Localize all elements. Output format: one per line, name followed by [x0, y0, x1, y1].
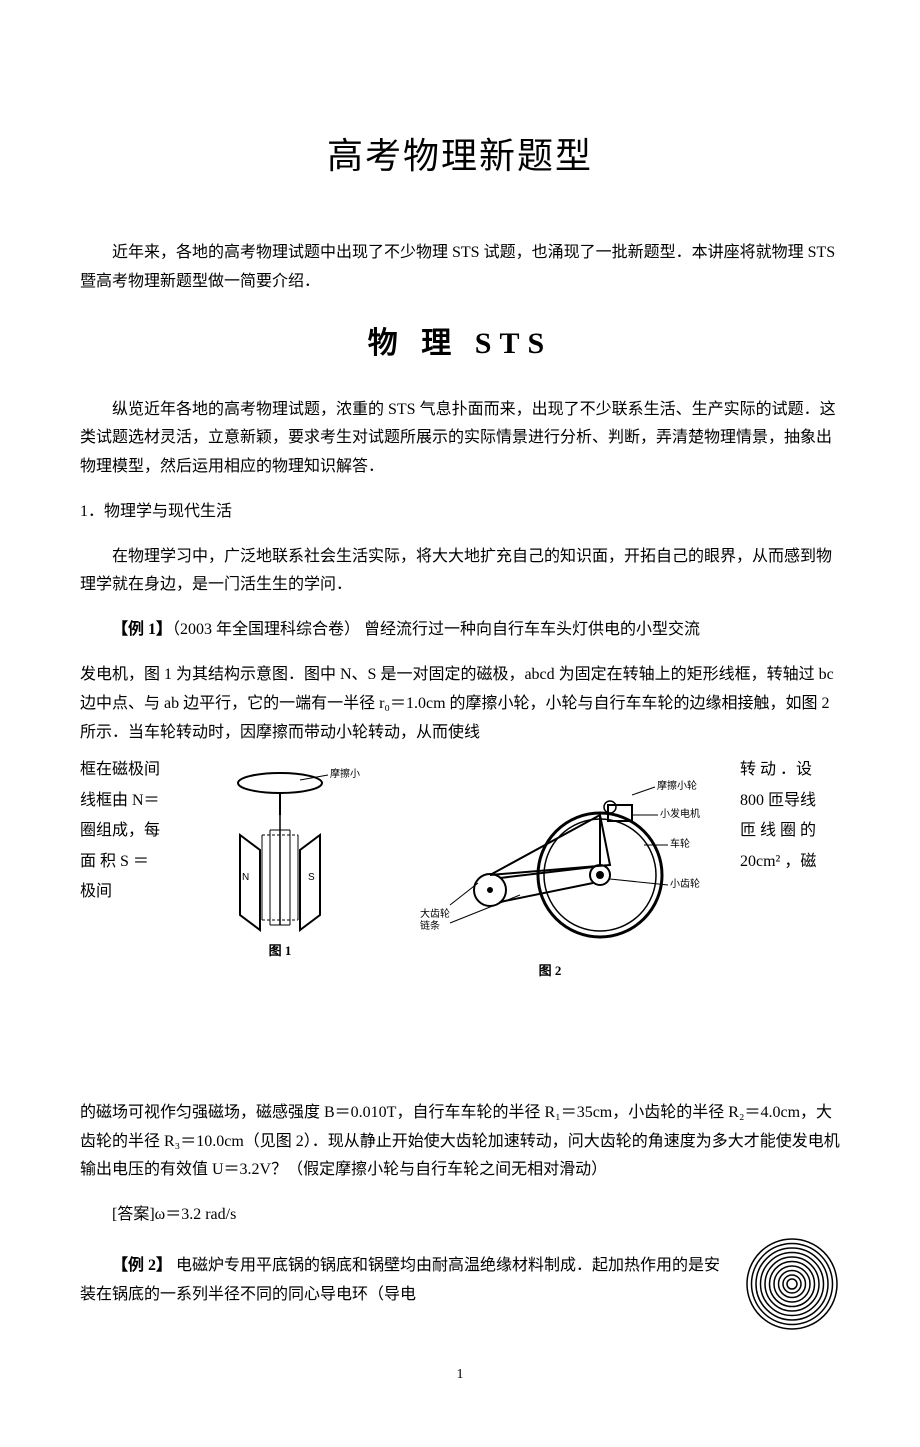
figure1-N-label: N	[242, 872, 249, 883]
example1-lead-text: 曾经流行过一种向自行车车头灯供电的小型交流	[360, 621, 700, 638]
figure2-small-gear-label: 小齿轮	[670, 877, 700, 890]
example1-body-bottom: 的磁场可视作匀强磁场，磁感强度 B＝0.010T，自行车车轮的半径 R₁＝35c…	[80, 1099, 840, 1185]
figure2-chain-label: 链条	[420, 919, 440, 932]
example1-body-top: 发电机，图 1 为其结构示意图．图中 N、S 是一对固定的磁极，abcd 为固定…	[80, 661, 840, 747]
example1-answer-value: ω＝3.2 rad/s	[155, 1206, 237, 1223]
figure2-big-gear-label: 大齿轮	[420, 907, 450, 920]
figure-2-svg: 摩擦小轮 小发电机 车轮 小齿轮 大齿轮 链条	[400, 765, 700, 955]
figure2-friction-wheel-label: 摩擦小轮	[657, 779, 697, 792]
page-number: 1	[80, 1362, 840, 1387]
example2-block: 【例 2】 电磁炉专用平底锅的锅底和锅壁均由耐高温绝缘材料制成．起加热作用的是安…	[80, 1236, 840, 1332]
example2-label: 【例 2】	[112, 1257, 172, 1274]
figure2-generator-label: 小发电机	[660, 807, 700, 820]
section-title-sts: 物 理 STS	[80, 317, 840, 371]
wrap-right-line: 20cm² ，磁	[740, 847, 840, 877]
example1-answer: [答案]ω＝3.2 rad/s	[80, 1201, 840, 1230]
figure-3-svg	[744, 1236, 840, 1332]
figure-1-caption: 图 1	[200, 939, 360, 962]
subheading-1: 1．物理学与现代生活	[80, 498, 840, 527]
figure2-wheel-label: 车轮	[670, 837, 690, 850]
wrap-left-text: 框在磁极间 线框由 N＝ 圈组成，每 面 积 S ＝ 极间	[80, 755, 160, 907]
figure-1-svg: N S 摩擦小轮	[200, 765, 360, 935]
figure-2-caption: 图 2	[400, 959, 700, 982]
wrap-right-line: 800 匝导线	[740, 786, 840, 816]
main-title: 高考物理新题型	[80, 124, 840, 189]
wrap-left-line: 框在磁极间	[80, 755, 160, 785]
figure-2: 摩擦小轮 小发电机 车轮 小齿轮 大齿轮 链条 图 2	[400, 765, 700, 982]
wrap-right-line: 匝 线 圈 的	[740, 816, 840, 846]
sts-intro-paragraph: 纵览近年各地的高考物理试题，浓重的 STS 气息扑面而来，出现了不少联系生活、生…	[80, 396, 840, 482]
wrap-left-line: 圈组成，每	[80, 816, 160, 846]
wrap-left-line: 极间	[80, 877, 160, 907]
example1-answer-label: [答案]	[112, 1206, 155, 1223]
wrap-left-line: 面 积 S ＝	[80, 847, 160, 877]
example1-lead: 【例 1】（2003 年全国理科综合卷） 曾经流行过一种向自行车车头灯供电的小型…	[80, 616, 840, 645]
figure1-S-label: S	[308, 872, 315, 883]
example1-label: 【例 1】	[112, 621, 172, 638]
wrap-right-line: 转 动 ．设	[740, 755, 840, 785]
figure-1: N S 摩擦小轮 图 1	[200, 765, 360, 962]
example2-body: 电磁炉专用平底锅的锅底和锅壁均由耐高温绝缘材料制成．起加热作用的是安装在锅底的一…	[80, 1257, 720, 1303]
wrap-right-text: 转 动 ．设 800 匝导线 匝 线 圈 的 20cm² ，磁	[740, 755, 840, 877]
figures-container: N S 摩擦小轮 图 1	[160, 765, 740, 982]
example1-source: （2003 年全国理科综合卷）	[172, 621, 360, 638]
sub1-paragraph: 在物理学习中，广泛地联系社会生活实际，将大大地扩充自己的知识面，开拓自己的眼界，…	[80, 543, 840, 601]
example1-figure-wrap-row: 框在磁极间 线框由 N＝ 圈组成，每 面 积 S ＝ 极间	[80, 755, 840, 1022]
figure-3-concentric-rings	[744, 1236, 840, 1332]
wrap-left-line: 线框由 N＝	[80, 786, 160, 816]
intro-paragraph: 近年来，各地的高考物理试题中出现了不少物理 STS 试题，也涌现了一批新题型．本…	[80, 239, 840, 297]
figure1-friction-wheel-label: 摩擦小轮	[330, 767, 360, 780]
